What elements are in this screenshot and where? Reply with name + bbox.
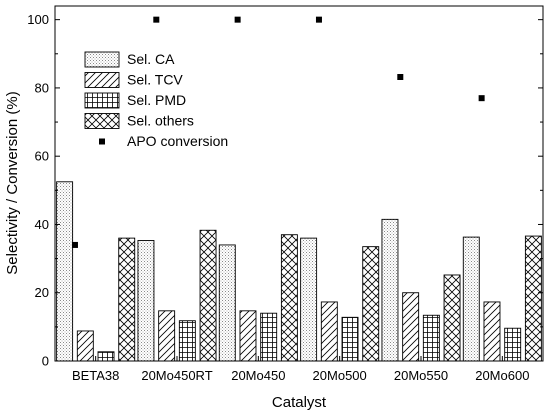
x-tick-label: 20Mo600 <box>475 368 529 383</box>
legend-swatch <box>84 92 120 109</box>
apo-conversion-point <box>71 241 78 248</box>
x-tick-label: 20Mo450 <box>231 368 285 383</box>
apo-conversion-point <box>234 16 241 23</box>
bar-sel-ca-20mo600 <box>462 236 480 362</box>
y-tick-label: 40 <box>35 217 49 232</box>
apo-conversion-point <box>478 95 485 102</box>
bar-sel-others-20mo500 <box>362 246 380 362</box>
bar-sel-pmd-20mo550 <box>422 314 440 362</box>
plot-frame <box>54 5 544 362</box>
x-tick-label: 20Mo500 <box>313 368 367 383</box>
legend-label: Sel. PMD <box>127 92 186 108</box>
bar-sel-ca-20mo500 <box>300 237 318 362</box>
bar-sel-ca-20mo450rt <box>137 240 155 362</box>
bar-sel-pmd-20mo500 <box>341 316 359 362</box>
legend-marker <box>99 138 105 145</box>
bar-sel-tcv-20mo500 <box>320 301 338 362</box>
bar-sel-tcv-20mo550 <box>402 292 420 362</box>
x-axis-title: Catalyst <box>272 394 327 411</box>
bar-sel-others-20mo550 <box>443 274 461 362</box>
apo-conversion-point <box>315 16 322 23</box>
x-axis: BETA38 20Mo450RT 20Mo450 20Mo500 20Mo550 20Mo… <box>72 356 529 383</box>
legend-label: Sel. CA <box>127 51 175 67</box>
bar-sel-ca-20mo450 <box>218 244 236 362</box>
apo-conversion-point <box>397 74 404 80</box>
y-tick-label: 60 <box>35 149 49 164</box>
legend-swatch <box>84 113 120 129</box>
bar-sel-tcv-20mo600 <box>483 301 501 362</box>
apo-conversion-point <box>153 16 160 23</box>
y-tick-label: 100 <box>27 12 49 27</box>
bar-series-group <box>56 181 542 362</box>
legend-swatch <box>84 72 120 88</box>
bar-sel-pmd-20mo450 <box>260 312 278 362</box>
y-axis-title: Selectivity / Conversion (%) <box>4 91 21 274</box>
legend-label: Sel. others <box>127 113 194 129</box>
legend: Sel. CA Sel. TCV Sel. PMD Sel. others APO co… <box>84 51 228 149</box>
y-tick-label: 80 <box>35 80 49 95</box>
x-tick-label: BETA38 <box>72 368 119 383</box>
y-axis: 0 20 40 60 80 100 <box>27 12 543 369</box>
bar-sel-tcv-20mo450rt <box>158 310 176 362</box>
legend-label: APO conversion <box>127 133 228 149</box>
bar-sel-others-20mo450 <box>280 234 298 362</box>
bar-sel-ca-beta38 <box>56 181 74 362</box>
bar-sel-pmd-beta38 <box>97 351 115 362</box>
conversion-markers-group <box>71 16 485 248</box>
bar-sel-tcv-20mo450 <box>239 310 257 362</box>
x-tick-label: 20Mo550 <box>394 368 448 383</box>
bar-sel-pmd-20mo600 <box>504 327 522 362</box>
legend-swatch <box>84 51 120 68</box>
y-tick-label: 0 <box>42 354 49 369</box>
bar-sel-others-20mo450rt <box>199 229 217 362</box>
bar-sel-others-20mo600 <box>524 235 542 362</box>
bar-sel-others-beta38 <box>118 237 136 362</box>
bar-sel-pmd-20mo450rt <box>178 320 196 362</box>
y-tick-label: 20 <box>35 285 49 300</box>
legend-label: Sel. TCV <box>127 72 183 88</box>
bar-sel-tcv-beta38 <box>76 330 94 362</box>
bar-sel-ca-20mo550 <box>381 218 399 362</box>
x-tick-label: 20Mo450RT <box>141 368 212 383</box>
